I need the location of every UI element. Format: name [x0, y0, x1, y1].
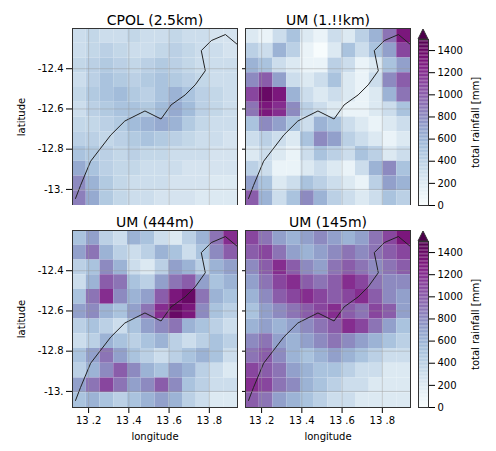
svg-text:13 .4: 13 .4 — [289, 415, 314, 426]
svg-text:UM (1.!!km): UM (1.!!km) — [286, 12, 370, 28]
svg-text:-12.6: -12.6 — [38, 103, 64, 114]
svg-text:-13.: -13. — [44, 386, 64, 397]
svg-text:13 .6: 13 .6 — [156, 415, 181, 426]
svg-text:13 .8: 13 .8 — [370, 415, 395, 426]
svg-text:0: 0 — [438, 200, 444, 210]
svg-text:1200: 1200 — [438, 67, 463, 78]
svg-text:1000: 1000 — [438, 89, 463, 100]
svg-text:600: 600 — [438, 335, 457, 346]
svg-text:13 .2: 13 .2 — [249, 415, 274, 426]
svg-text:-12.8: -12.8 — [38, 143, 64, 154]
svg-text:-12.6: -12.6 — [38, 305, 64, 316]
svg-text:longitude: longitude — [131, 431, 178, 442]
svg-text:-12.4: -12.4 — [38, 63, 64, 74]
svg-text:200: 200 — [438, 380, 457, 391]
svg-text:UM (444m): UM (444m) — [116, 214, 194, 230]
svg-text:1200: 1200 — [438, 269, 463, 280]
svg-text:600: 600 — [438, 133, 457, 144]
svg-text:total rainfall [mm]: total rainfall [mm] — [470, 77, 481, 168]
svg-text:0: 0 — [438, 402, 444, 413]
svg-text:total rainfall [mm]: total rainfall [mm] — [470, 279, 481, 370]
svg-text:400: 400 — [438, 155, 457, 166]
svg-text:-13.: -13. — [44, 184, 64, 195]
svg-text:-12.4: -12.4 — [38, 265, 64, 276]
svg-text:CPOL (2.5km): CPOL (2.5km) — [107, 12, 203, 28]
svg-text:800: 800 — [438, 111, 457, 122]
svg-text:1400: 1400 — [438, 45, 463, 56]
svg-text:1400: 1400 — [438, 247, 463, 258]
svg-text:13 .2: 13 .2 — [76, 415, 101, 426]
svg-text:longitude: longitude — [304, 431, 351, 442]
svg-text:latitude: latitude — [16, 98, 27, 136]
svg-text:latitude: latitude — [16, 300, 27, 338]
svg-text:400: 400 — [438, 357, 457, 368]
svg-text:13 .6: 13 .6 — [329, 415, 354, 426]
svg-text:13 .8: 13 .8 — [197, 415, 222, 426]
svg-text:13 .4: 13 .4 — [116, 415, 141, 426]
svg-text:1000: 1000 — [438, 291, 463, 302]
svg-text:UM (145m): UM (145m) — [289, 214, 367, 230]
svg-text:200: 200 — [438, 178, 457, 189]
svg-text:-12.8: -12.8 — [38, 345, 64, 356]
svg-text:800: 800 — [438, 313, 457, 324]
